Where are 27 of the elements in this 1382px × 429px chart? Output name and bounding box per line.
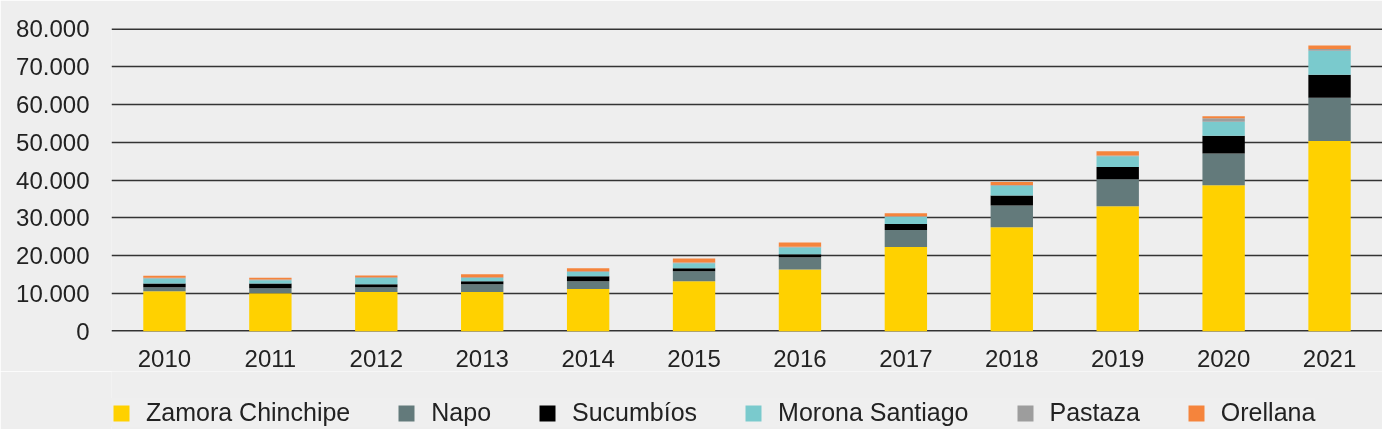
y-tick-label: 70.000 xyxy=(16,52,90,80)
x-tick-label: 2020 xyxy=(1196,344,1251,372)
y-tick-label: 30.000 xyxy=(16,204,90,232)
x-tick-label: 2015 xyxy=(667,344,721,372)
y-tick-label: 20.000 xyxy=(16,242,90,270)
legend-label: Pastaza xyxy=(1049,398,1140,427)
x-tick-label: 2011 xyxy=(244,344,297,372)
x-tick-label: 2012 xyxy=(349,344,403,372)
legend-label: Zamora Chinchipe xyxy=(146,398,351,427)
x-tick-label: 2014 xyxy=(561,344,615,372)
x-tick-label: 2019 xyxy=(1091,344,1145,372)
y-tick-label: 50.000 xyxy=(16,128,90,156)
x-tick-label: 2018 xyxy=(985,344,1039,372)
y-tick-label: 60.000 xyxy=(16,90,90,118)
legend-label: Sucumbíos xyxy=(572,398,698,427)
y-tick-label: 80.000 xyxy=(16,15,90,42)
legend-label: Orellana xyxy=(1220,398,1316,427)
legend-label: Napo xyxy=(431,398,492,427)
x-tick-label: 2017 xyxy=(879,344,933,372)
x-tick-label: 2010 xyxy=(137,344,192,372)
y-tick-label: 10.000 xyxy=(16,280,90,308)
y-tick-label: 0 xyxy=(76,318,90,345)
x-tick-label: 2016 xyxy=(773,344,827,372)
x-tick-label: 2013 xyxy=(455,344,509,372)
legend-label: Morona Santiago xyxy=(778,398,969,427)
y-tick-label: 40.000 xyxy=(16,166,90,194)
x-tick-label: 2021 xyxy=(1302,344,1357,372)
